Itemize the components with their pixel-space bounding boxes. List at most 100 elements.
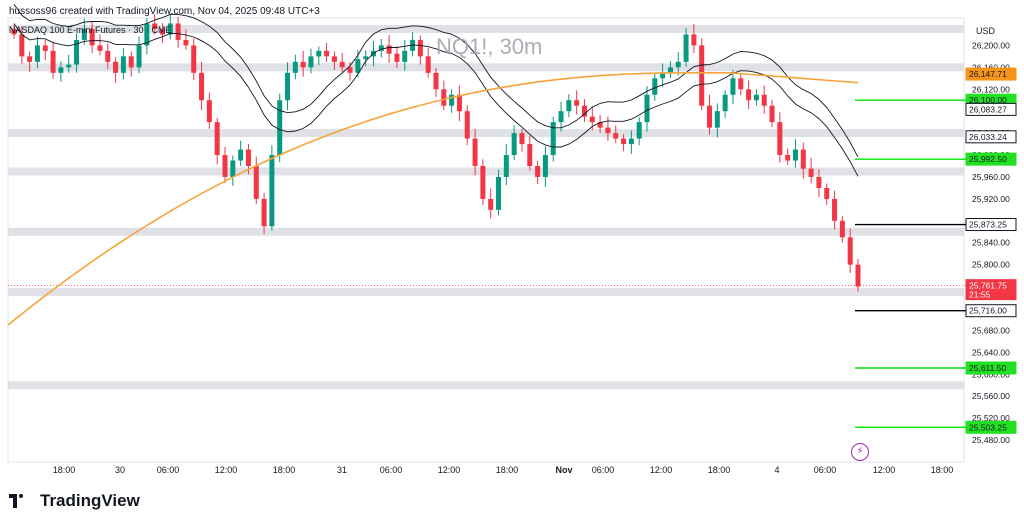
y-tick-label-18: 25,480.00	[972, 435, 1010, 445]
candle-34	[277, 100, 283, 156]
y-tick-label-17: 25,520.00	[972, 413, 1010, 423]
candle-57	[456, 94, 462, 112]
x-tick-label-12: 18:00	[708, 465, 731, 475]
moving-average-line	[7, 72, 859, 326]
y-tick-label-14: 25,640.00	[972, 347, 1010, 357]
candle-76	[605, 127, 611, 134]
candle-33	[269, 155, 275, 227]
candle-50	[402, 50, 408, 62]
candle-59	[472, 138, 478, 166]
candle-2	[27, 56, 33, 62]
y-tick-label-7: 25,920.00	[972, 194, 1010, 204]
candle-52	[417, 39, 423, 57]
candle-84	[667, 67, 673, 73]
candle-90	[714, 111, 720, 128]
x-tick-label-5: 31	[337, 465, 347, 475]
candle-104	[824, 187, 830, 199]
candle-15	[128, 56, 134, 68]
price-label-1: 26,100.00	[969, 95, 1007, 105]
y-tick-label-2: 26,120.00	[972, 84, 1010, 94]
candle-35	[285, 72, 291, 101]
candle-20	[167, 23, 173, 35]
currency-label: USD	[976, 26, 996, 36]
price-label-box-5	[965, 218, 1017, 232]
price-label-4: 25,992.50	[969, 154, 1007, 164]
candle-66	[527, 144, 533, 166]
candle-0	[11, 28, 17, 35]
candle-80	[636, 122, 642, 139]
lightning-icon[interactable]: ⚡	[851, 443, 869, 461]
price-label-box-2	[965, 102, 1017, 116]
price-label-box-3	[965, 130, 1017, 144]
x-tick-label-15: 12:00	[873, 465, 896, 475]
candle-87	[691, 34, 697, 46]
candle-95	[753, 94, 759, 101]
candle-103	[816, 176, 822, 188]
gray-zone-6	[8, 381, 964, 390]
candle-19	[159, 28, 165, 35]
candle-11	[97, 45, 103, 51]
lower-band-line	[13, 23, 859, 177]
candle-22	[183, 39, 189, 46]
candle-94	[746, 89, 752, 101]
tradingview-logo[interactable]: TradingView	[9, 491, 140, 511]
candle-97	[769, 105, 775, 123]
x-tick-label-3: 12:00	[215, 465, 238, 475]
x-tick-label-2: 06:00	[157, 465, 180, 475]
candle-41	[331, 56, 337, 62]
candle-3	[34, 45, 40, 62]
candle-85	[675, 61, 681, 68]
candle-67	[535, 166, 541, 177]
price-label-box-7	[965, 304, 1017, 318]
candle-48	[386, 45, 392, 54]
candle-28	[230, 160, 236, 177]
candle-58	[464, 111, 470, 139]
candle-16	[136, 45, 142, 68]
price-label-box-9	[965, 420, 1017, 434]
candle-6	[58, 67, 64, 73]
upper-band-line	[13, 4, 859, 158]
candle-69	[550, 122, 556, 156]
candle-43	[347, 67, 353, 73]
candle-108	[855, 264, 861, 287]
candle-18	[152, 23, 158, 29]
x-tick-label-7: 12:00	[438, 465, 461, 475]
attribution-text: hussoss96 created with TradingView.com, …	[9, 6, 320, 17]
candle-44	[355, 59, 361, 73]
candle-65	[519, 133, 525, 145]
x-tick-label-8: 18:00	[496, 465, 519, 475]
gray-zone-5	[8, 288, 964, 297]
price-label-9: 25,503.25	[969, 422, 1007, 432]
candle-27	[222, 155, 228, 177]
candle-26	[214, 122, 220, 156]
candle-9	[81, 28, 87, 40]
x-tick-label-10: 06:00	[592, 465, 615, 475]
candle-10	[89, 28, 95, 46]
candle-81	[644, 94, 650, 123]
candle-54	[433, 72, 439, 90]
gray-zone-0	[8, 24, 964, 33]
candle-73	[581, 105, 587, 117]
candle-1	[19, 34, 25, 57]
price-label-2: 26,083.27	[969, 104, 1007, 114]
y-tick-label-10: 25,800.00	[972, 260, 1010, 270]
candle-17	[144, 23, 150, 46]
gray-zone-2	[8, 129, 964, 138]
candle-63	[503, 155, 509, 177]
candle-75	[597, 122, 603, 128]
candle-78	[621, 138, 627, 145]
candle-14	[120, 56, 126, 73]
x-tick-label-4: 18:00	[273, 465, 296, 475]
candle-102	[808, 168, 814, 177]
candle-79	[628, 138, 634, 145]
candle-82	[652, 78, 658, 95]
candle-37	[300, 61, 306, 68]
candle-24	[199, 72, 205, 101]
candle-31	[253, 166, 259, 199]
candle-23	[191, 45, 197, 73]
price-label-8: 25,611.50	[969, 363, 1006, 373]
candle-62	[496, 176, 502, 210]
candle-107	[847, 237, 853, 265]
